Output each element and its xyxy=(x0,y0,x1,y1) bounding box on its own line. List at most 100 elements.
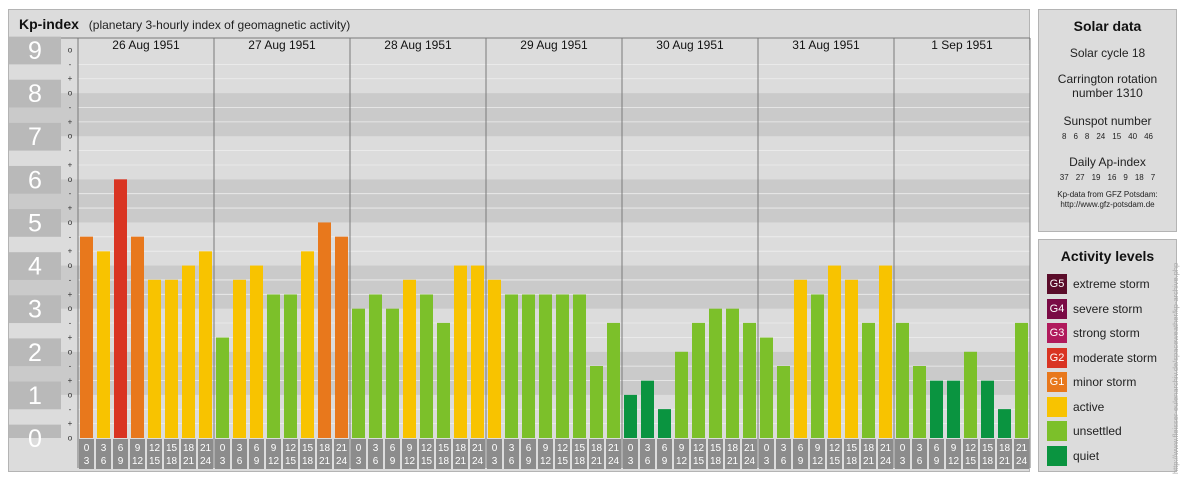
kp-level-box xyxy=(9,424,61,438)
kp-minor-label: o xyxy=(68,261,73,270)
interval-end-label: 3 xyxy=(220,456,226,467)
kp-bar xyxy=(369,294,382,438)
interval-end-label: 6 xyxy=(917,456,923,467)
interval-start-label: 15 xyxy=(438,443,450,454)
interval-end-label: 18 xyxy=(846,456,858,467)
kp-bar xyxy=(505,294,518,438)
ap-number-7: 7 xyxy=(1150,173,1156,182)
kp-bar xyxy=(386,308,399,438)
interval-start-label: 21 xyxy=(472,443,484,454)
day-label: 31 Aug 1951 xyxy=(792,38,860,52)
legend-label: strong storm xyxy=(1073,326,1140,340)
kp-level-label: 6 xyxy=(28,166,42,194)
solar-data-title: Solar data xyxy=(1073,18,1142,34)
kp-bar xyxy=(692,322,705,438)
kp-level-box xyxy=(9,36,61,65)
kp-level-label: 4 xyxy=(28,253,42,281)
interval-start-label: 6 xyxy=(662,443,668,454)
kp-minor-label: + xyxy=(68,247,73,256)
kp-bar xyxy=(913,366,926,438)
kp-bar xyxy=(879,265,892,438)
interval-end-label: 24 xyxy=(472,456,484,467)
interval-end-label: 18 xyxy=(302,456,314,467)
interval-end-label: 9 xyxy=(390,456,396,467)
interval-start-label: 18 xyxy=(591,443,603,454)
ap-number-3: 19 xyxy=(1091,173,1101,182)
ap-number-5: 9 xyxy=(1123,173,1128,182)
watermark-url: http://www.fleisser-eulenarchiv.de/space… xyxy=(1171,262,1180,474)
day-label: 29 Aug 1951 xyxy=(520,38,588,52)
kp-bar xyxy=(556,294,569,438)
kp-minor-label: + xyxy=(68,204,73,213)
day-label: 30 Aug 1951 xyxy=(656,38,724,52)
interval-cell xyxy=(827,439,842,469)
interval-start-label: 0 xyxy=(628,443,634,454)
kp-minor-label: o xyxy=(68,175,73,184)
interval-cell xyxy=(487,439,502,469)
kp-bar xyxy=(114,179,127,439)
interval-start-label: 12 xyxy=(965,443,977,454)
kp-level-label: 0 xyxy=(28,425,42,453)
interval-cell xyxy=(232,439,247,469)
ap-number-2: 27 xyxy=(1075,173,1085,182)
interval-end-label: 3 xyxy=(900,456,906,467)
kp-level-label: 5 xyxy=(28,209,42,237)
kp-minor-label: o xyxy=(68,304,73,313)
legend-swatch xyxy=(1047,445,1067,466)
kp-bar xyxy=(233,279,246,438)
kp-bar xyxy=(216,337,229,438)
kp-bar xyxy=(335,236,348,438)
kp-level-box xyxy=(9,252,61,280)
interval-cell xyxy=(623,439,638,469)
interval-end-label: 21 xyxy=(999,456,1011,467)
kp-bar xyxy=(947,380,960,438)
activity-levels-title: Activity levels xyxy=(1060,248,1155,264)
interval-end-label: 9 xyxy=(798,456,804,467)
kp-bar xyxy=(403,279,416,438)
kp-bar xyxy=(981,380,994,438)
interval-cell xyxy=(589,439,604,469)
kp-minor-label: + xyxy=(68,376,73,385)
interval-end-label: 18 xyxy=(982,456,994,467)
interval-start-label: 0 xyxy=(764,443,770,454)
kp-minor-label: + xyxy=(68,74,73,83)
interval-end-label: 3 xyxy=(84,456,90,467)
interval-end-label: 24 xyxy=(200,456,212,467)
interval-end-label: 12 xyxy=(676,456,688,467)
interval-cell xyxy=(776,439,791,469)
interval-cell xyxy=(963,439,978,469)
interval-cell xyxy=(861,439,876,469)
kp-level-box xyxy=(9,338,61,367)
legend-item-moderate-storm: G2 moderate storm xyxy=(1047,347,1157,368)
kp-bar xyxy=(199,251,212,438)
interval-end-label: 15 xyxy=(965,456,977,467)
ap-number-4: 16 xyxy=(1107,173,1117,182)
kp-bar xyxy=(522,294,535,438)
interval-cell xyxy=(555,439,570,469)
interval-cell xyxy=(912,439,927,469)
kp-bar xyxy=(726,308,739,438)
kp-chart-panel: Kp-index (planetary 3-hourly index of ge… xyxy=(8,9,1031,472)
interval-start-label: 3 xyxy=(237,443,243,454)
day-label: 1 Sep 1951 xyxy=(931,38,993,52)
legend-swatch: G4 xyxy=(1047,298,1067,319)
kp-minor-label: + xyxy=(68,419,73,428)
interval-start-label: 9 xyxy=(407,443,413,454)
kp-bar xyxy=(573,294,586,438)
chart-title: Kp-index xyxy=(19,16,79,32)
interval-start-label: 15 xyxy=(846,443,858,454)
legend-label: quiet xyxy=(1073,448,1100,463)
legend-item-extreme-storm: G5 extreme storm xyxy=(1047,274,1150,294)
legend-label: unsettled xyxy=(1073,424,1122,438)
kp-bar xyxy=(284,294,297,438)
interval-end-label: 6 xyxy=(237,456,243,467)
interval-end-label: 21 xyxy=(319,456,331,467)
kp-level-label: 7 xyxy=(28,123,42,151)
interval-end-label: 9 xyxy=(254,456,260,467)
kp-bar xyxy=(352,308,365,438)
sunspot-number-1: 8 xyxy=(1062,132,1067,141)
interval-start-label: 15 xyxy=(574,443,586,454)
kp-minor-label: - xyxy=(69,405,72,414)
sunspot-number-5: 15 xyxy=(1112,132,1122,141)
kp-band-2 xyxy=(9,308,1030,352)
